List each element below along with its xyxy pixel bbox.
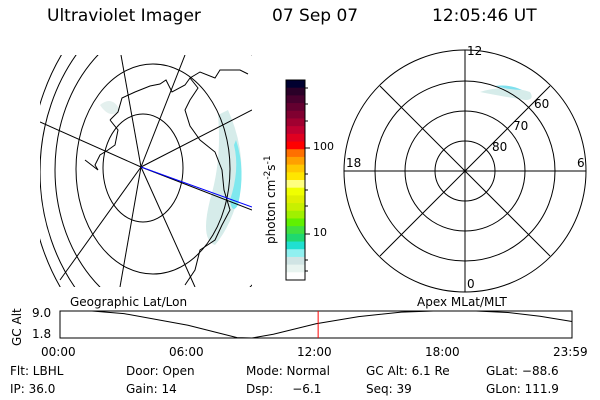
- door-info: Door: Open: [126, 364, 195, 378]
- colorbar-unit: photon cm: [264, 179, 278, 244]
- time-label: 12:05:46 UT: [432, 6, 537, 26]
- gain-info: Gain: 14: [126, 382, 177, 396]
- colorbar-label: photon cm-2s-1: [263, 155, 278, 244]
- xtick-1: 06:00: [169, 345, 204, 359]
- colorbar-band: [286, 156, 305, 166]
- colorbar-unit-exp2: -1: [263, 155, 273, 165]
- filter-info: Flt: LBHL: [10, 364, 64, 378]
- orbit-track: [140, 166, 252, 208]
- colorbar-band: [286, 233, 305, 243]
- colorbar-band: [286, 264, 305, 273]
- date-label: 07 Sep 07: [272, 6, 359, 26]
- dsp-info: Dsp: −6.1: [246, 382, 322, 396]
- mlt-label-6: 6: [577, 156, 585, 170]
- colorbar-band: [286, 133, 305, 143]
- geo-map-label: Geographic Lat/Lon: [70, 295, 188, 309]
- polar-plot-label: Apex MLat/MLT: [417, 295, 507, 309]
- polar-plot: [343, 49, 587, 293]
- colorbar-band: [286, 87, 305, 96]
- colorbar-band: [286, 187, 305, 196]
- colorbar-band: [286, 172, 305, 181]
- colorbar-band: [286, 241, 305, 250]
- colorbar: [286, 80, 305, 281]
- colorbar-band: [286, 203, 305, 212]
- colorbar-band: [286, 149, 305, 158]
- altitude-curve: [60, 310, 573, 339]
- altitude-timeline: [59, 310, 573, 339]
- geographic-map: [40, 55, 252, 287]
- mlt-label-18: 18: [346, 156, 362, 170]
- seq-info: Seq: 39: [366, 382, 412, 396]
- colorbar-band: [286, 272, 305, 281]
- lat-label-80: 80: [492, 140, 508, 154]
- timeline-ymax: 9.0: [32, 306, 52, 320]
- instrument-title: Ultraviolet Imager: [47, 6, 201, 26]
- mlt-label-0: 0: [467, 277, 475, 291]
- xtick-4: 23:59: [553, 345, 588, 359]
- colorbar-band: [286, 95, 305, 104]
- gc-alt-info: GC Alt: 6.1 Re: [366, 364, 450, 378]
- colorbar-band: [286, 226, 305, 235]
- colorbar-band: [286, 180, 305, 189]
- colorbar-band: [286, 118, 305, 127]
- timeline-ylabel: GC Alt: [10, 308, 24, 346]
- colorbar-band: [286, 141, 305, 150]
- colorbar-band: [286, 110, 305, 119]
- colorbar-unit-exp1: -2: [263, 170, 273, 180]
- colorbar-band: [286, 256, 305, 266]
- colorbar-band: [286, 249, 305, 258]
- xtick-3: 18:00: [425, 345, 460, 359]
- colorbar-tick-100: 100: [313, 140, 334, 153]
- timeline-ymin: 1.8: [32, 327, 52, 341]
- colorbar-band: [286, 210, 305, 219]
- polar-aurora: [480, 88, 532, 100]
- aurora-emission: [100, 101, 242, 245]
- colorbar-tick-10: 10: [313, 226, 327, 239]
- mode-info: Mode: Normal: [246, 364, 330, 378]
- colorbar-band: [286, 218, 305, 227]
- glat-info: GLat: −88.6: [486, 364, 559, 378]
- colorbar-band: [286, 126, 305, 135]
- xtick-2: 12:00: [297, 345, 332, 359]
- ip-info: IP: 36.0: [10, 382, 56, 396]
- lat-label-60: 60: [534, 97, 550, 111]
- colorbar-band: [286, 80, 305, 89]
- colorbar-band: [286, 195, 305, 204]
- colorbar-band: [286, 164, 305, 173]
- xtick-0: 00:00: [41, 345, 76, 359]
- colorbar-band: [286, 103, 305, 112]
- colorbar-frame: [285, 79, 310, 281]
- glon-info: GLon: 111.9: [486, 382, 559, 396]
- colorbar-unit-s: s: [264, 164, 278, 171]
- mlt-label-12: 12: [467, 44, 483, 58]
- lat-label-70: 70: [513, 119, 529, 133]
